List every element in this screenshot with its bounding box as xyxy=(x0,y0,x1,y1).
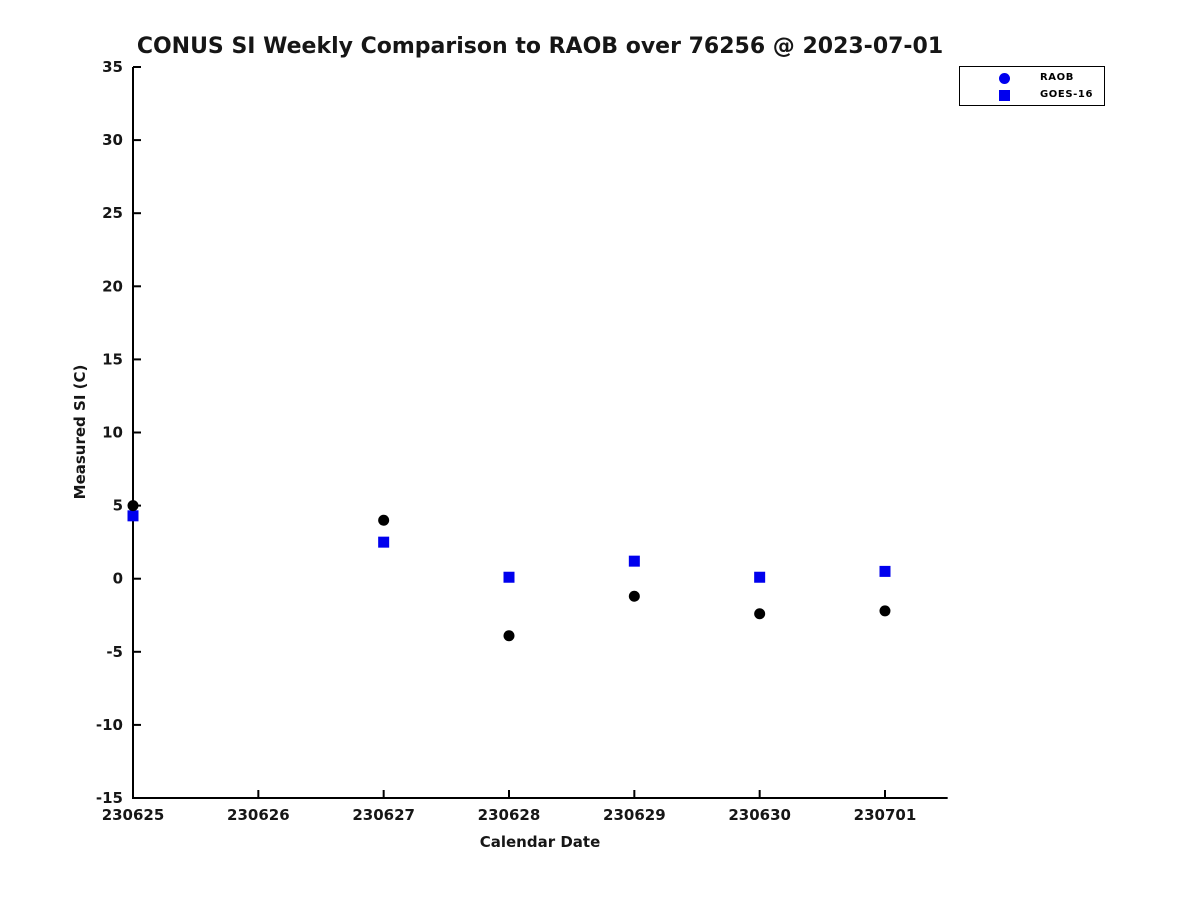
data-point-goes-16 xyxy=(378,536,390,548)
data-point-raob xyxy=(503,630,515,642)
y-tick-label: 20 xyxy=(102,277,123,295)
x-tick-label: 230701 xyxy=(854,806,917,824)
y-tick-label: 5 xyxy=(113,497,123,515)
data-point-goes-16 xyxy=(628,555,640,567)
x-axis-label: Calendar Date xyxy=(480,833,601,851)
y-tick-label: 15 xyxy=(102,350,123,368)
legend-entry-raob: RAOB xyxy=(960,70,1104,88)
data-point-goes-16 xyxy=(879,565,891,577)
data-point-raob xyxy=(378,514,390,526)
y-tick-label: 0 xyxy=(113,570,123,588)
data-point-goes-16 xyxy=(503,571,515,583)
x-tick-label: 230626 xyxy=(227,806,290,824)
y-tick-label: -10 xyxy=(96,716,123,734)
x-tick-label: 230625 xyxy=(102,806,165,824)
y-tick-label: 30 xyxy=(102,131,123,149)
chart-title: CONUS SI Weekly Comparison to RAOB over … xyxy=(137,34,943,59)
legend-label-goes16: GOES-16 xyxy=(1040,89,1094,100)
y-tick-label: 35 xyxy=(102,58,123,76)
data-point-goes-16 xyxy=(754,571,766,583)
data-point-raob xyxy=(754,608,766,620)
data-point-raob xyxy=(628,590,640,602)
legend-label-raob: RAOB xyxy=(1040,72,1074,83)
y-tick-label: -5 xyxy=(106,643,123,661)
goes16-square-icon xyxy=(999,90,1010,101)
raob-circle-icon xyxy=(999,73,1010,84)
y-axis-label: Measured SI (C) xyxy=(71,365,89,500)
x-tick-label: 230628 xyxy=(478,806,541,824)
data-point-goes-16 xyxy=(127,510,139,522)
x-tick-label: 230629 xyxy=(603,806,666,824)
x-tick-label: 230630 xyxy=(728,806,791,824)
y-tick-label: 25 xyxy=(102,204,123,222)
x-tick-label: 230627 xyxy=(352,806,415,824)
data-point-raob xyxy=(879,605,891,617)
legend-box: RAOB GOES-16 xyxy=(959,66,1105,106)
y-tick-label: 10 xyxy=(102,424,123,442)
data-point-raob xyxy=(127,500,139,512)
legend-entry-goes16: GOES-16 xyxy=(960,87,1104,105)
y-tick-label: -15 xyxy=(96,789,123,807)
